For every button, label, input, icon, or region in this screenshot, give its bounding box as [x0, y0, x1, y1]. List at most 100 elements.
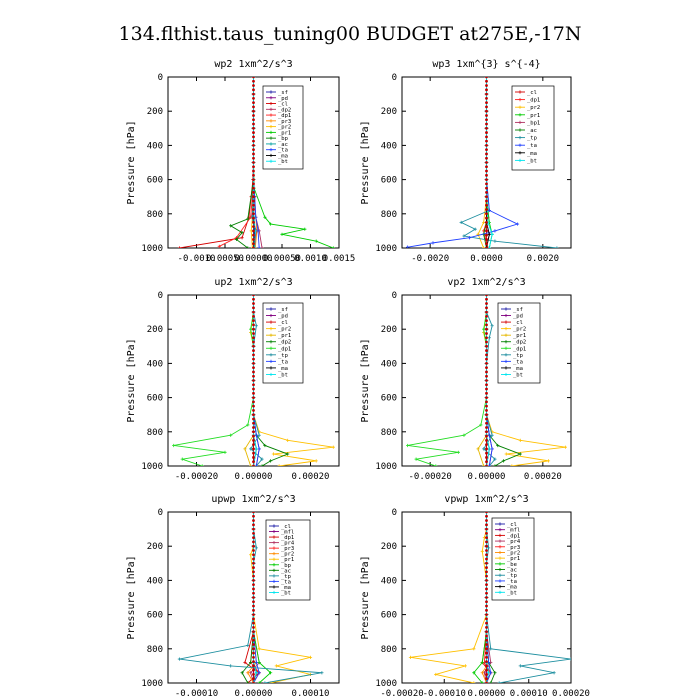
- zero-profile-marker: [252, 514, 255, 518]
- legend-label: _ac: [278, 142, 288, 148]
- y-tick-label: 0: [392, 508, 397, 518]
- series-marker: [546, 459, 551, 463]
- legend-marker: [269, 130, 273, 134]
- zero-profile-marker: [252, 310, 255, 314]
- legend-label: _sf: [278, 90, 288, 96]
- zero-profile-marker: [252, 383, 255, 387]
- y-tick-label: 800: [381, 645, 397, 655]
- legend-label: _bt: [507, 590, 517, 596]
- series-marker: [223, 450, 227, 454]
- legend-label: _dp1: [513, 346, 526, 352]
- zero-profile-marker: [485, 229, 488, 233]
- zero-profile-marker: [485, 430, 488, 434]
- zero-profile-marker: [485, 165, 488, 169]
- series-marker: [254, 464, 258, 466]
- legend-marker: [518, 136, 522, 140]
- zero-profile-marker: [485, 514, 488, 518]
- series-marker: [563, 445, 567, 449]
- zero-profile-marker: [252, 536, 255, 540]
- legend-label: _dp2: [513, 340, 526, 346]
- legend-marker: [272, 557, 276, 561]
- series-marker: [249, 671, 253, 675]
- zero-profile-marker: [485, 634, 488, 638]
- legend-label: _pr2: [278, 327, 291, 333]
- series-marker: [257, 433, 261, 437]
- zero-profile-marker: [252, 336, 255, 340]
- x-tick-label: 0.00050: [206, 254, 244, 264]
- series-marker: [243, 660, 247, 665]
- series-marker: [472, 647, 476, 651]
- series-group: [406, 295, 567, 466]
- series-marker: [263, 681, 267, 683]
- zero-profile-marker: [252, 604, 255, 608]
- zero-profile-marker: [252, 109, 255, 113]
- zero-profile-marker: [252, 96, 255, 100]
- series-marker: [229, 224, 233, 228]
- legend-label: _pr3: [507, 545, 520, 551]
- series-marker: [487, 464, 491, 466]
- zero-profile-marker: [252, 212, 255, 216]
- series-marker: [243, 447, 247, 451]
- zero-profile-marker: [252, 233, 255, 237]
- series-marker: [496, 443, 500, 448]
- series-line: [173, 295, 254, 466]
- series-marker: [269, 459, 273, 463]
- y-axis-label: Pressure [hPa]: [360, 555, 371, 639]
- zero-profile-marker: [485, 566, 488, 569]
- series-marker: [552, 671, 556, 675]
- legend-marker: [504, 346, 508, 350]
- y-tick-label: 400: [147, 359, 163, 369]
- panel-title: vpwp 1xm^2/s^3: [444, 494, 528, 505]
- series-marker: [414, 457, 418, 461]
- legend-marker: [269, 119, 273, 123]
- zero-profile-marker: [252, 596, 255, 599]
- zero-profile-marker: [252, 148, 255, 152]
- y-tick-label: 0: [158, 508, 163, 518]
- zero-profile-marker: [252, 84, 255, 87]
- x-tick-label: 0.0010: [294, 254, 327, 264]
- legend-label: _ta: [507, 579, 517, 585]
- series-marker: [254, 546, 258, 550]
- legend-label: _ma: [278, 366, 288, 372]
- zero-profile-marker: [252, 229, 255, 233]
- legend-marker: [518, 158, 522, 162]
- legend-label: _sf: [278, 307, 288, 313]
- y-axis-label: Pressure [hPa]: [360, 120, 371, 204]
- panel-title: vp2 1xm^2/s^3: [447, 277, 525, 288]
- legend-label: _ma: [507, 585, 517, 591]
- zero-profile-marker: [485, 413, 488, 417]
- series-marker: [518, 452, 522, 456]
- zero-profile-marker: [485, 451, 488, 455]
- legend-marker: [272, 568, 276, 572]
- x-tick-label: 0.00020: [524, 472, 562, 482]
- legend: _cl_mfl_dp1_pr4_pr3_pr2_pr1_bp_ac_tp_ta_…: [265, 519, 311, 601]
- zero-profile-marker: [252, 638, 255, 642]
- legend-label: _ma: [513, 366, 523, 372]
- y-tick-label: 1000: [375, 679, 397, 689]
- zero-profile-marker: [485, 135, 488, 139]
- legend-label: _tp: [527, 136, 537, 142]
- zero-profile-marker: [252, 613, 255, 616]
- y-tick-label: 200: [381, 325, 397, 335]
- series-marker: [487, 447, 491, 451]
- zero-profile-marker: [485, 131, 488, 134]
- zero-profile-marker: [252, 139, 255, 143]
- legend-label: _pd: [278, 96, 288, 102]
- y-tick-label: 1000: [141, 679, 163, 689]
- zero-profile-marker: [252, 460, 255, 464]
- zero-profile-marker: [252, 643, 255, 646]
- series-marker: [487, 671, 491, 675]
- series-marker: [493, 457, 497, 461]
- zero-profile-marker: [252, 220, 255, 224]
- zero-profile-marker: [252, 583, 255, 587]
- zero-profile-marker: [485, 105, 488, 109]
- legend-marker: [272, 574, 276, 578]
- series-marker: [249, 447, 253, 451]
- series-marker: [476, 447, 480, 451]
- series-marker: [482, 464, 486, 466]
- series-marker: [434, 672, 438, 677]
- series-marker: [434, 464, 438, 466]
- series-marker: [254, 660, 258, 665]
- zero-profile-marker: [485, 464, 488, 466]
- zero-profile-marker: [252, 443, 255, 447]
